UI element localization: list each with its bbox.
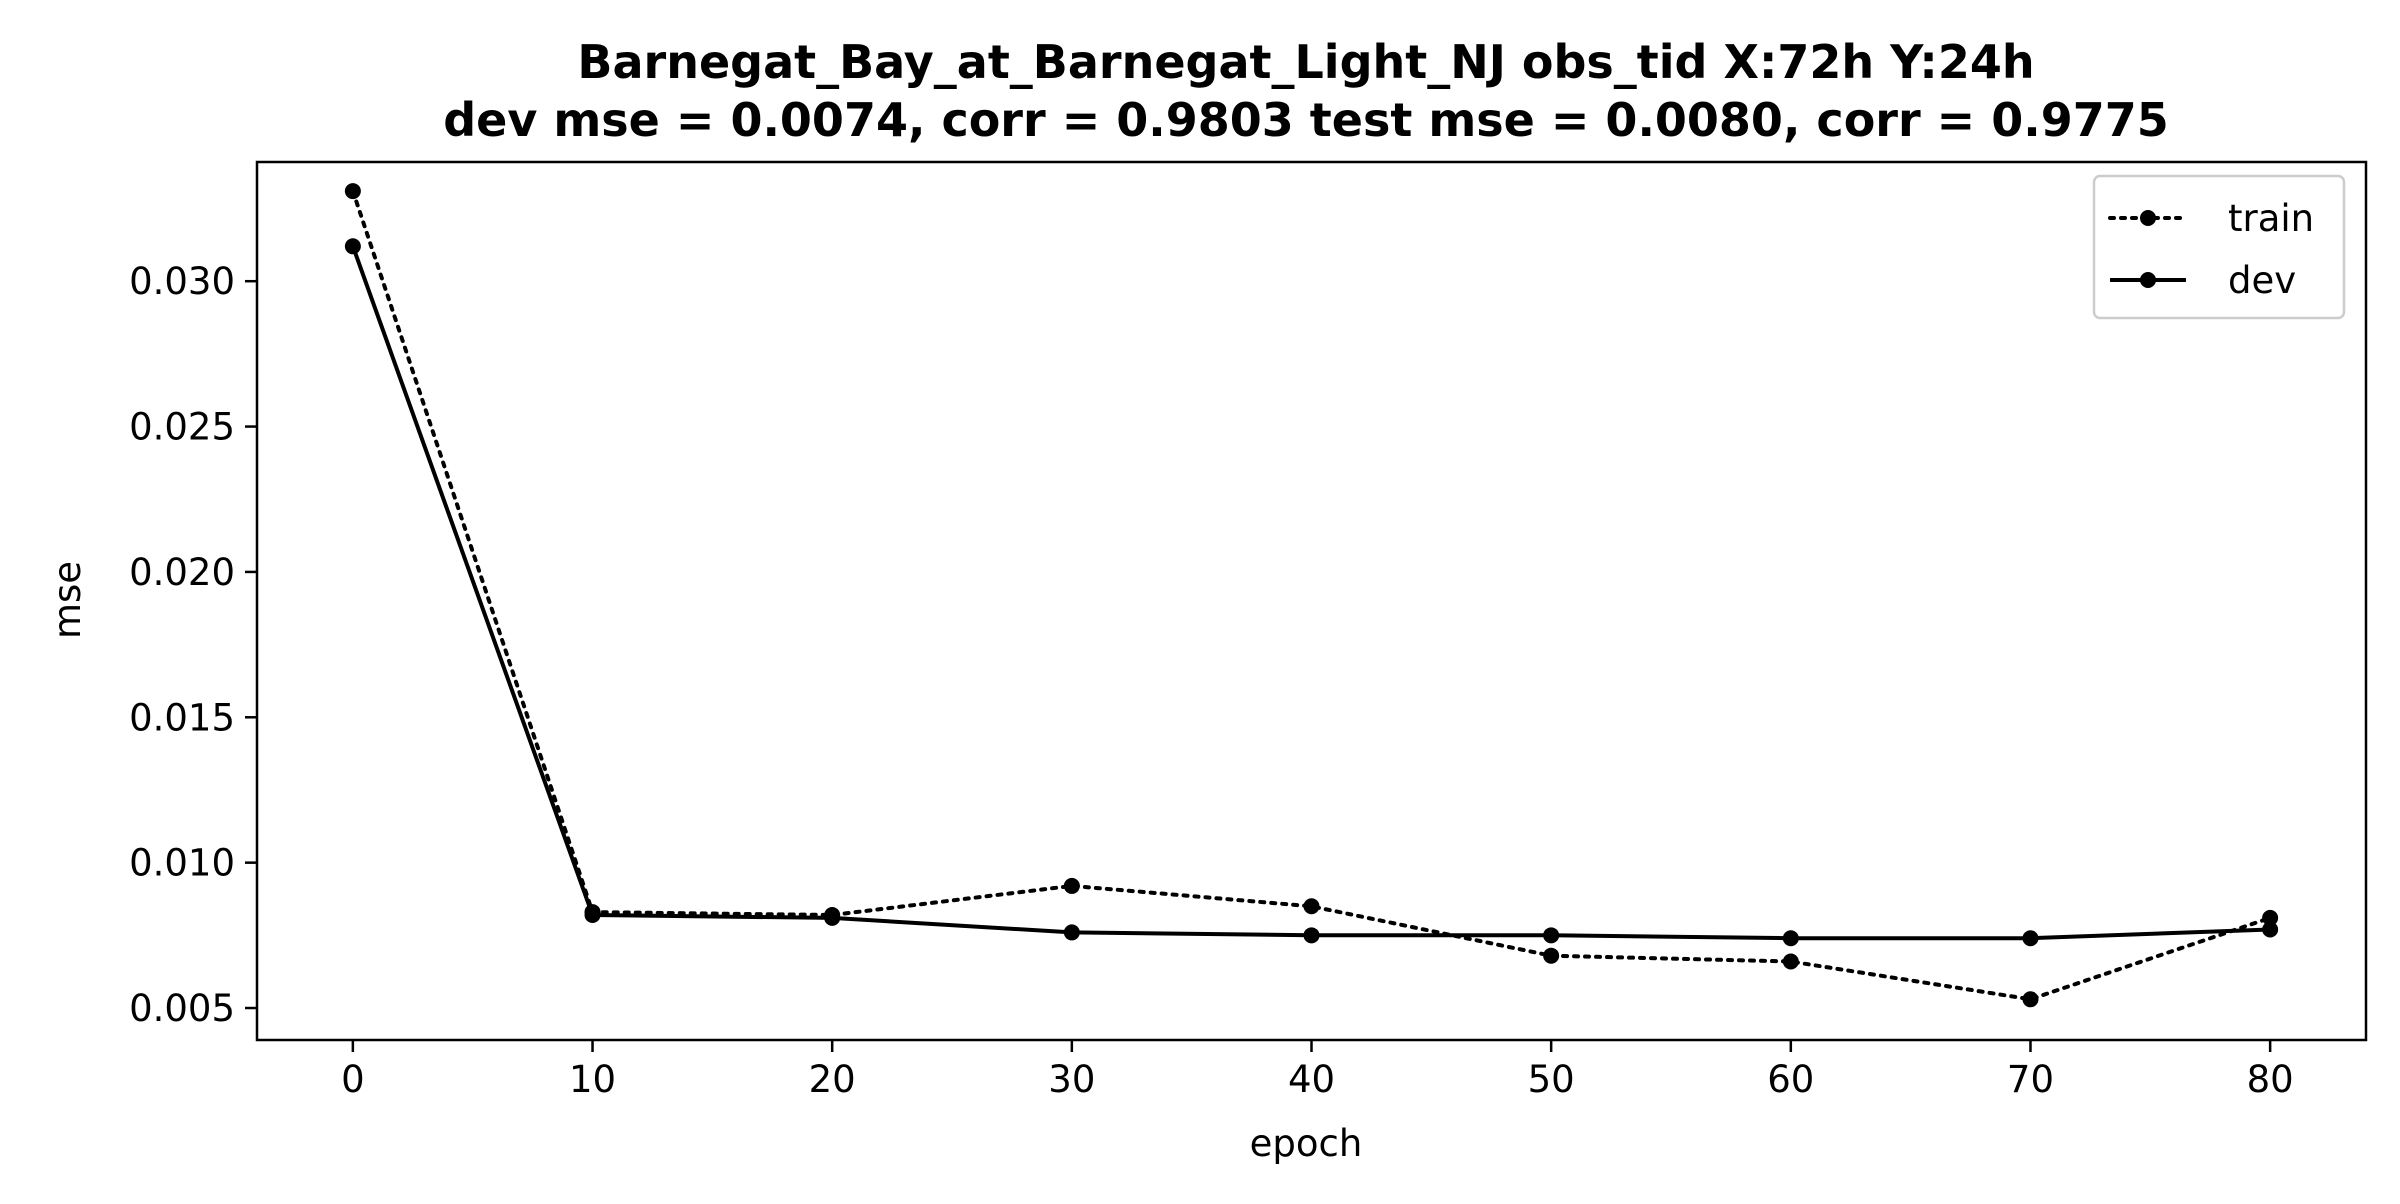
data-point-train — [2022, 991, 2039, 1008]
data-point-dev — [344, 238, 361, 255]
x-tick-label: 20 — [809, 1058, 856, 1101]
legend-label-train: train — [2228, 197, 2314, 240]
data-point-train — [1303, 898, 1320, 915]
data-point-dev — [584, 906, 601, 923]
y-tick-label: 0.030 — [129, 260, 235, 303]
chart-title-line-1: Barnegat_Bay_at_Barnegat_Light_NJ obs_ti… — [577, 35, 2034, 89]
x-tick-label: 70 — [2007, 1058, 2054, 1101]
data-point-train — [1543, 947, 1560, 964]
data-point-dev — [1303, 927, 1320, 944]
y-tick-label: 0.010 — [129, 842, 235, 885]
data-point-train — [2262, 909, 2279, 926]
data-point-dev — [1063, 924, 1080, 941]
data-point-dev — [2022, 930, 2039, 947]
data-point-train — [1063, 877, 1080, 894]
data-point-train — [344, 183, 361, 200]
legend-box — [2092, 174, 2346, 320]
x-tick-label: 50 — [1528, 1058, 1575, 1101]
y-axis-label: mse — [46, 561, 89, 639]
data-point-dev — [2262, 921, 2279, 938]
data-point-train — [1782, 953, 1799, 970]
x-tick-label: 60 — [1767, 1058, 1814, 1101]
series-line-train — [350, 189, 2273, 1002]
x-tick-label: 10 — [569, 1058, 616, 1101]
plot-area: 0 10 20 30 40 50 60 70 80 0.005 0.010 0.015 0.020 0.0… — [129, 160, 2368, 1101]
data-point-dev — [824, 909, 841, 926]
legend-marker-train — [2140, 210, 2156, 226]
legend-label-dev: dev — [2228, 259, 2296, 302]
chart-title-line-2: dev mse = 0.0074, corr = 0.9803 test mse… — [443, 93, 2169, 147]
x-tick-label: 80 — [2247, 1058, 2294, 1101]
y-tick-label: 0.020 — [129, 551, 235, 594]
data-point-dev — [1782, 930, 1799, 947]
y-tick-label: 0.025 — [129, 406, 235, 449]
y-tick-label: 0.005 — [129, 987, 235, 1030]
x-tick-label: 0 — [341, 1058, 365, 1101]
x-tick-label: 40 — [1288, 1058, 1335, 1101]
x-tick-label: 30 — [1048, 1058, 1095, 1101]
data-point-dev — [1543, 927, 1560, 944]
y-tick-label: 0.015 — [129, 696, 235, 739]
x-axis-label: epoch — [1250, 1122, 1363, 1165]
legend-marker-dev — [2140, 272, 2156, 288]
